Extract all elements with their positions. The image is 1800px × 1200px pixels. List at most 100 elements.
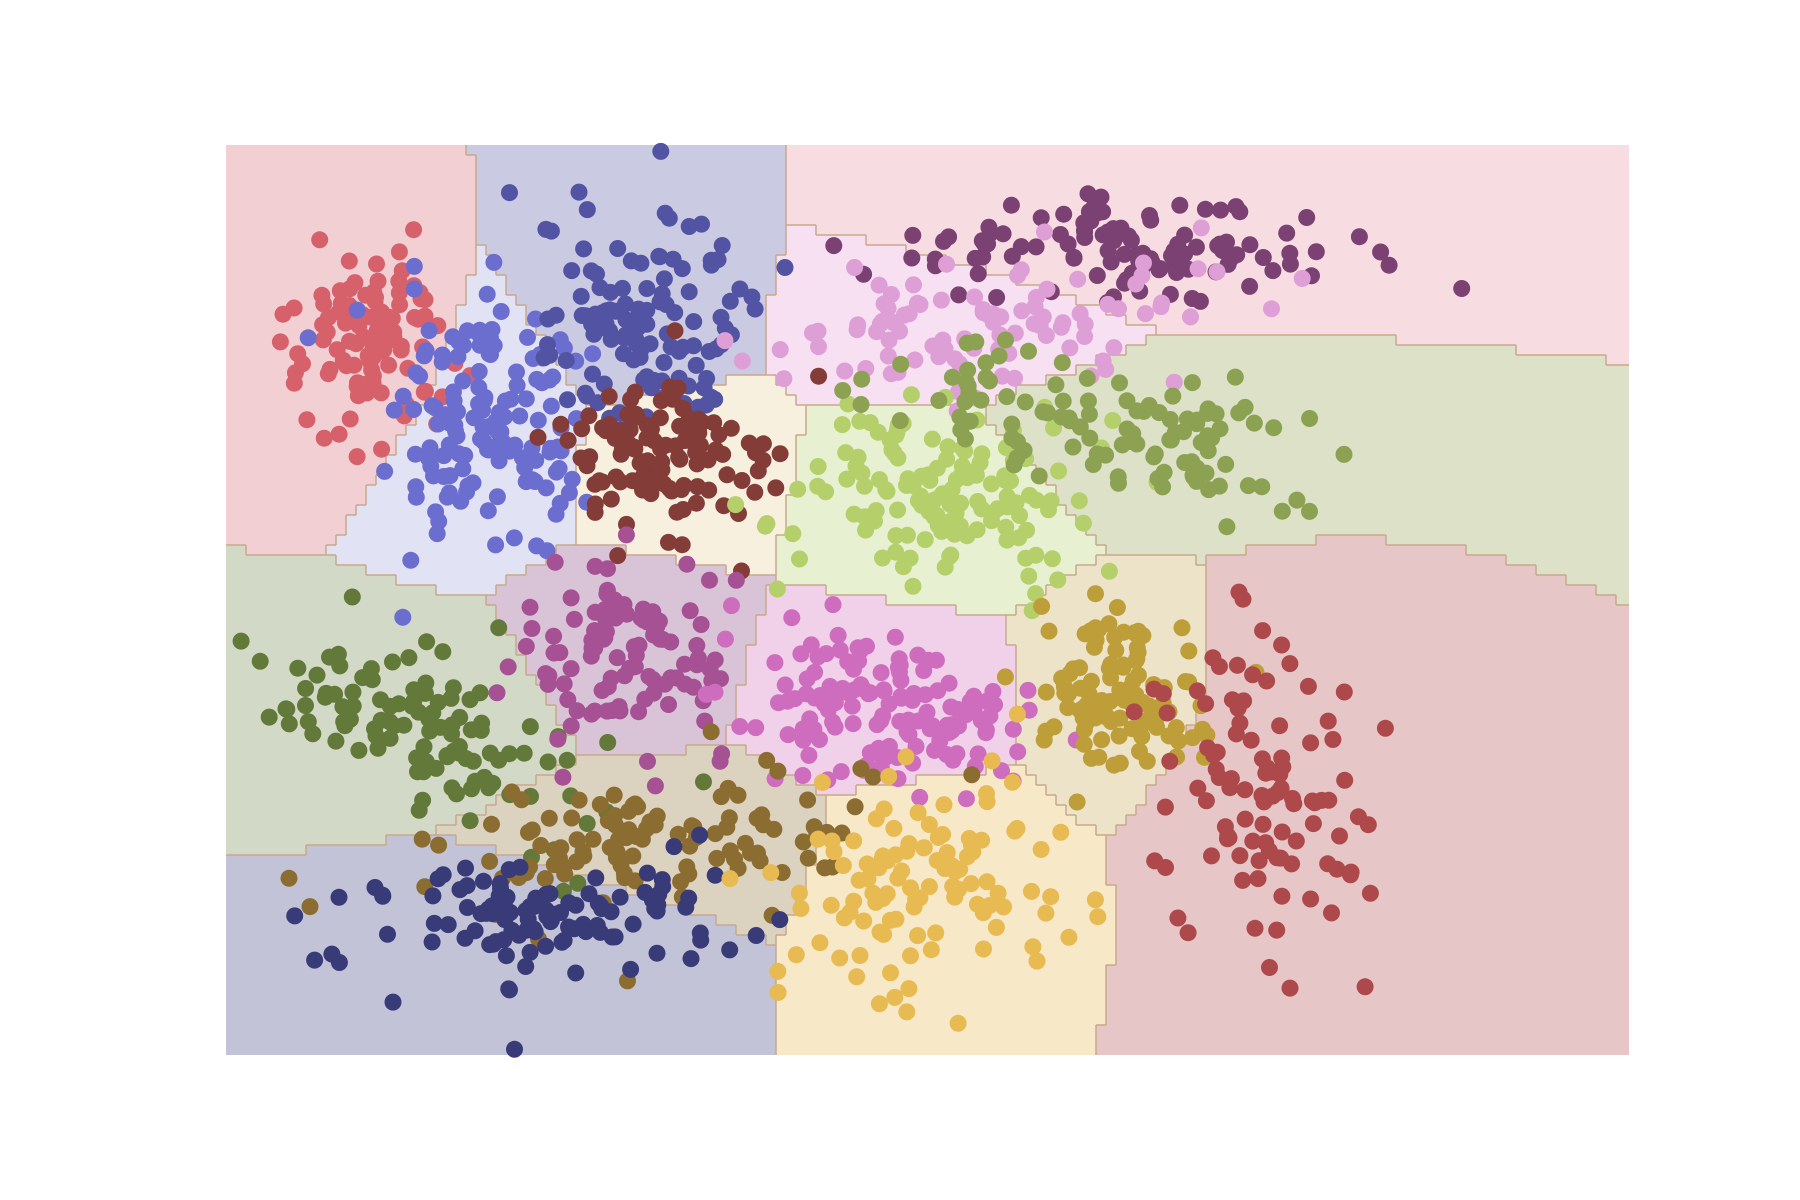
region-cell: [566, 405, 577, 416]
region-cell: [1116, 315, 1127, 326]
region-cell: [1356, 265, 1367, 276]
region-cell: [1626, 285, 1629, 296]
region-cell: [946, 295, 957, 306]
region-cell: [796, 295, 807, 306]
region-cell: [716, 195, 727, 206]
region-cell: [226, 285, 237, 296]
region-cell: [836, 305, 847, 316]
region-cell: [1246, 215, 1257, 226]
region-cell: [946, 465, 957, 476]
region-cell: [886, 155, 897, 166]
region-cell: [1326, 285, 1337, 296]
region-cell: [486, 175, 497, 186]
region-cell: [546, 325, 557, 336]
region-cell: [866, 435, 877, 446]
region-cell: [1166, 335, 1177, 346]
region-cell: [1116, 165, 1127, 176]
region-cell: [946, 165, 957, 176]
region-cell: [746, 215, 757, 226]
region-cell: [766, 185, 777, 196]
region-cell: [286, 275, 297, 286]
region-cell: [316, 385, 327, 396]
region-cell: [786, 295, 797, 306]
region-cell: [556, 155, 567, 166]
region-cell: [1366, 215, 1377, 226]
region-cell: [1536, 185, 1547, 196]
region-cell: [1586, 205, 1597, 216]
region-cell: [936, 165, 947, 176]
region-cell: [1436, 245, 1447, 256]
region-cell: [1526, 195, 1537, 206]
region-cell: [306, 165, 317, 176]
region-cell: [406, 335, 417, 346]
region-cell: [806, 145, 817, 156]
region-cell: [1596, 305, 1607, 316]
region-cell: [1406, 165, 1417, 176]
region-cell: [1486, 405, 1497, 416]
region-cell: [1126, 475, 1137, 486]
region-cell: [746, 405, 757, 416]
region-cell: [1066, 475, 1077, 486]
region-cell: [516, 495, 527, 506]
region-cell: [1186, 335, 1197, 346]
region-cell: [936, 305, 947, 316]
region-cell: [1376, 145, 1387, 156]
region-cell: [1516, 145, 1527, 156]
region-cell: [956, 175, 967, 186]
region-cell: [1066, 155, 1077, 166]
region-cell: [776, 285, 787, 296]
region-cell: [866, 225, 877, 236]
region-cell: [336, 415, 347, 426]
region-cell: [1356, 275, 1367, 286]
region-cell: [846, 155, 857, 166]
region-cell: [476, 175, 487, 186]
region-cell: [1626, 375, 1629, 386]
region-cell: [886, 475, 897, 486]
region-cell: [696, 325, 707, 336]
region-cell: [396, 435, 407, 446]
region-cell: [326, 355, 337, 366]
region-cell: [256, 265, 267, 276]
region-cell: [1246, 395, 1257, 406]
region-cell: [1476, 365, 1487, 376]
region-cell: [1546, 345, 1557, 356]
region-cell: [1026, 225, 1037, 236]
region-cell: [376, 195, 387, 206]
region-cell: [296, 235, 307, 246]
region-cell: [1516, 225, 1527, 236]
region-cell: [546, 475, 557, 486]
region-cell: [1596, 315, 1607, 326]
region-cell: [1336, 195, 1347, 206]
region-cell: [956, 235, 967, 246]
region-cell: [1356, 145, 1367, 156]
region-cell: [1366, 355, 1377, 366]
region-cell: [1126, 155, 1137, 166]
region-cell: [1616, 255, 1627, 266]
region-cell: [1076, 175, 1087, 186]
region-cell: [1296, 445, 1307, 456]
region-cell: [336, 155, 347, 166]
region-cell: [286, 265, 297, 276]
region-cell: [916, 235, 927, 246]
region-cell: [1276, 385, 1287, 396]
region-cell: [736, 395, 747, 406]
region-cell: [796, 275, 807, 286]
region-cell: [1096, 405, 1107, 416]
region-cell: [1026, 165, 1037, 176]
region-cell: [766, 275, 777, 286]
region-cell: [1556, 255, 1567, 266]
region-cell: [356, 415, 367, 426]
region-cell: [926, 195, 937, 206]
region-cell: [1036, 355, 1047, 366]
region-cell: [686, 235, 697, 246]
region-cell: [896, 345, 907, 356]
region-cell: [1346, 395, 1357, 406]
region-cell: [856, 205, 867, 216]
region-cell: [226, 225, 237, 236]
region-cell: [1306, 175, 1317, 186]
region-cell: [746, 145, 757, 156]
region-cell: [1186, 395, 1197, 406]
region-cell: [1296, 295, 1307, 306]
region-cell: [1026, 465, 1037, 476]
region-cell: [1386, 305, 1397, 316]
